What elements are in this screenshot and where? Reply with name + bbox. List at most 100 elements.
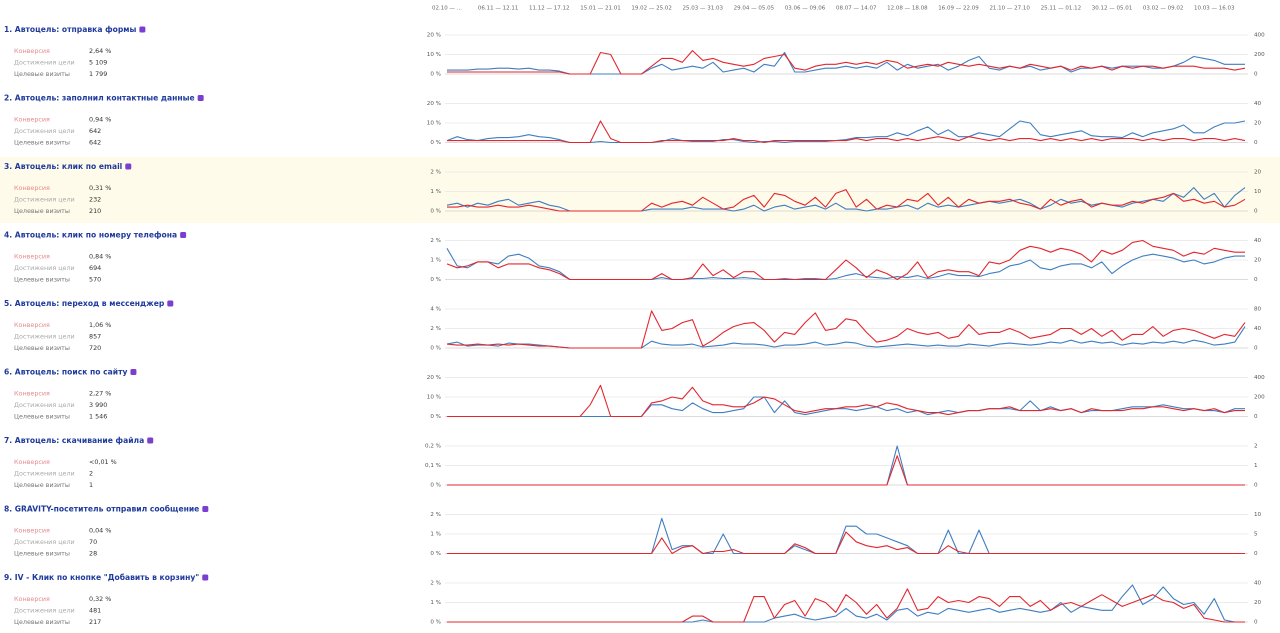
y2-tick-label: 20 bbox=[1254, 121, 1262, 127]
stat-value: 0,31 % bbox=[89, 184, 111, 192]
stat-value: 1 799 bbox=[89, 70, 107, 78]
goal-title[interactable]: 6. Автоцель: поиск по сайту bbox=[4, 368, 127, 377]
stat-label: Достижения цели bbox=[14, 127, 75, 135]
stat-value: 1 bbox=[89, 481, 93, 489]
stat-value: 0,04 % bbox=[89, 527, 111, 535]
series-line bbox=[447, 455, 1245, 486]
stat-value: 2 bbox=[89, 470, 93, 478]
stat-label: Конверсия bbox=[14, 390, 50, 398]
stat-label: Достижения цели bbox=[14, 607, 75, 615]
series-line bbox=[447, 584, 1245, 623]
series-line bbox=[447, 384, 1245, 418]
date-label: 11.12 — 17.12 bbox=[529, 6, 570, 12]
date-label: 21.10 — 27.10 bbox=[989, 6, 1030, 12]
y2-tick-label: 0 bbox=[1254, 346, 1258, 352]
stat-label: Достижения цели bbox=[14, 470, 75, 478]
date-label: 10.03 — 16.03 bbox=[1194, 6, 1235, 12]
goal-title[interactable]: 5. Автоцель: переход в мессенджер bbox=[4, 299, 165, 308]
stat-label: Достижения цели bbox=[14, 59, 75, 67]
stat-label: Достижения цели bbox=[14, 333, 75, 341]
y-tick-label: 1 % bbox=[430, 600, 441, 606]
stat-value: 642 bbox=[89, 127, 101, 135]
y-tick-label: 0,2 % bbox=[425, 444, 441, 450]
y2-tick-label: 2 bbox=[1254, 444, 1258, 450]
goal-icon bbox=[147, 437, 154, 444]
stat-value: 2,64 % bbox=[89, 47, 111, 55]
y-tick-label: 0 % bbox=[430, 72, 441, 78]
goal-title[interactable]: 2. Автоцель: заполнил контактные данные bbox=[4, 94, 195, 103]
stat-value: 0,32 % bbox=[89, 595, 111, 603]
y-tick-label: 20 % bbox=[427, 33, 441, 39]
series-line bbox=[447, 50, 1246, 75]
date-label: 06.11 — 12.11 bbox=[478, 6, 519, 12]
y2-tick-label: 200 bbox=[1254, 52, 1265, 58]
stat-value: 720 bbox=[89, 344, 101, 352]
date-label: 03.02 — 09.02 bbox=[1143, 6, 1184, 12]
stat-label: Целевые визиты bbox=[14, 550, 70, 558]
goal-icon bbox=[202, 574, 209, 581]
stat-value: 0,84 % bbox=[89, 253, 111, 261]
y2-tick-label: 0 bbox=[1254, 551, 1258, 557]
y-tick-label: 2 % bbox=[430, 581, 441, 587]
y2-tick-label: 5 bbox=[1254, 532, 1258, 538]
stat-label: Конверсия bbox=[14, 595, 50, 603]
goal-icon bbox=[202, 506, 209, 512]
stat-value: 232 bbox=[89, 196, 101, 204]
series-line bbox=[447, 189, 1246, 212]
date-label: 12.08 — 18.08 bbox=[887, 6, 928, 12]
stat-label: Конверсия bbox=[14, 184, 50, 192]
stat-value: 1 546 bbox=[89, 413, 107, 421]
stat-value: <0,01 % bbox=[89, 458, 117, 466]
stat-label: Целевые визиты bbox=[14, 413, 70, 421]
goal-icon bbox=[197, 95, 204, 101]
stat-label: Конверсия bbox=[14, 253, 50, 261]
y-tick-label: 1 % bbox=[430, 189, 441, 195]
y2-tick-label: 1 bbox=[1254, 463, 1258, 469]
stat-label: Целевые визиты bbox=[14, 139, 70, 147]
series-line bbox=[447, 120, 1246, 144]
stat-value: 70 bbox=[89, 538, 97, 546]
stat-value: 3 990 bbox=[89, 401, 107, 409]
series-line bbox=[447, 517, 1245, 555]
date-label: 19.02 — 25.02 bbox=[631, 6, 672, 12]
goal-icon bbox=[125, 163, 132, 170]
y-tick-label: 0 % bbox=[430, 346, 441, 352]
y-tick-label: 2 % bbox=[430, 512, 441, 518]
date-label: 15.01 — 21.01 bbox=[580, 6, 621, 12]
goal-title[interactable]: 7. Автоцель: скачивание файла bbox=[4, 436, 144, 445]
stat-value: 0,94 % bbox=[89, 116, 111, 124]
stat-label: Целевые визиты bbox=[14, 344, 70, 352]
y2-tick-label: 80 bbox=[1254, 307, 1262, 313]
stat-value: 5 109 bbox=[89, 59, 107, 67]
stat-label: Целевые визиты bbox=[14, 276, 70, 284]
stat-label: Конверсия bbox=[14, 47, 50, 55]
y2-tick-label: 0 bbox=[1254, 277, 1258, 283]
y2-tick-label: 0 bbox=[1254, 140, 1258, 146]
stat-value: 857 bbox=[89, 333, 101, 341]
date-label: 08.07 — 14.07 bbox=[836, 6, 877, 12]
stat-label: Целевые визиты bbox=[14, 481, 70, 489]
y-tick-label: 2 % bbox=[430, 326, 441, 332]
y2-tick-label: 20 bbox=[1254, 600, 1262, 606]
series-line bbox=[447, 531, 1245, 555]
date-label: 03.06 — 09.06 bbox=[785, 6, 826, 12]
goal-icon bbox=[180, 232, 187, 238]
stat-value: 570 bbox=[89, 276, 101, 284]
goal-title[interactable]: 4. Автоцель: клик по номеру телефона bbox=[4, 231, 177, 240]
stat-label: Конверсия bbox=[14, 527, 50, 535]
stat-label: Достижения цели bbox=[14, 264, 75, 272]
goal-title[interactable]: 1. Автоцель: отправка формы bbox=[4, 25, 136, 34]
goal-title[interactable]: 8. GRAVITY-посетитель отправил сообщение bbox=[4, 505, 199, 514]
date-label: 16.09 — 22.09 bbox=[938, 6, 979, 12]
goal-title[interactable]: 9. IV - Клик по кнопке "Добавить в корзи… bbox=[4, 573, 199, 582]
stat-label: Конверсия bbox=[14, 458, 50, 466]
goal-icon bbox=[139, 26, 146, 33]
date-label: 25.11 — 01.12 bbox=[1041, 6, 1082, 12]
goal-title[interactable]: 3. Автоцель: клик по email bbox=[4, 162, 122, 171]
y-tick-label: 10 % bbox=[427, 52, 441, 58]
y-tick-label: 1 % bbox=[430, 532, 441, 538]
y2-tick-label: 20 bbox=[1254, 170, 1262, 176]
stat-value: 28 bbox=[89, 550, 97, 558]
stat-value: 210 bbox=[89, 207, 101, 215]
